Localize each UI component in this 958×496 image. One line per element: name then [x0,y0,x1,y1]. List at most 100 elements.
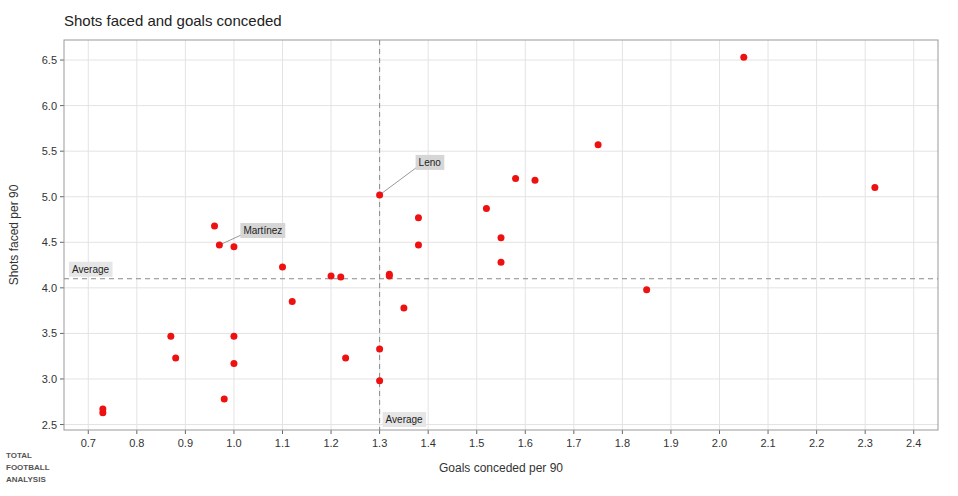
callout-connector [219,234,243,245]
x-grid-line [331,40,332,430]
x-tick [573,430,574,434]
x-tick [136,430,137,434]
x-tick-label: 1.3 [372,437,387,449]
callout-label: Martínez [243,225,282,236]
x-grid-line [816,40,817,430]
point [376,345,383,352]
point [740,54,747,61]
x-tick-label: 1.8 [615,437,630,449]
average-line-horizontal [64,278,938,279]
callout-label: Leno [419,157,442,168]
x-tick-label: 1.6 [518,437,533,449]
point [279,263,286,270]
point [167,333,174,340]
y-grid-line [64,424,938,425]
y-tick [60,333,64,334]
plot-area [64,40,938,430]
x-tick-label: 1.2 [323,437,338,449]
point [289,298,296,305]
y-tick [60,242,64,243]
points [99,54,878,416]
axes: 0.70.80.91.01.11.21.31.41.51.61.71.81.92… [42,54,922,449]
x-tick [913,430,914,434]
callout-label-group: Martínez [240,223,285,238]
point [595,141,602,148]
x-tick-label: 1.4 [421,437,436,449]
watermark: TOTAL FOOTBALL ANALYSIS [6,451,50,484]
x-tick [185,430,186,434]
x-grid-line [379,40,380,430]
x-grid-line [525,40,526,430]
y-tick-label: 2.5 [42,419,57,431]
x-tick [865,430,866,434]
y-tick-label: 3.5 [42,327,57,339]
point [415,214,422,221]
watermark-text: ANALYSIS [6,475,46,484]
x-tick [476,430,477,434]
point [376,377,383,384]
y-grid-line [64,242,938,243]
callout-label-group: Leno [416,155,445,170]
x-tick-label: 2.2 [809,437,824,449]
average-label-group: Average [383,412,427,427]
average-label-group: Average [69,262,113,277]
average-label: Average [72,264,110,275]
point [230,360,237,367]
x-grid-line [913,40,914,430]
point [498,234,505,241]
title: Shots faced and goals conceded [64,12,282,29]
x-tick-label: 1.0 [226,437,241,449]
x-grid-line [88,40,89,430]
x-grid-line [428,40,429,430]
x-tick [622,430,623,434]
y-grid-line [64,151,938,152]
point [376,191,383,198]
watermark-text: TOTAL [6,451,32,460]
x-tick [282,430,283,434]
x-grid-line [136,40,137,430]
y-grid-line [64,333,938,334]
x-tick [331,430,332,434]
x-tick-label: 2.4 [906,437,921,449]
x-tick [719,430,720,434]
point [211,222,218,229]
x-tick-label: 1.5 [469,437,484,449]
y-tick [60,151,64,152]
callout-label-box [240,223,285,238]
plot-frame [64,40,938,430]
average-line-vertical [379,40,380,430]
point [328,273,335,280]
y-tick [60,196,64,197]
y-axis-label: Shots faced per 90 [7,184,21,285]
average-label-box [69,262,113,277]
point [498,259,505,266]
x-tick-label: 1.7 [566,437,581,449]
x-tick [88,430,89,434]
x-grid-line [476,40,477,430]
x-tick-label: 0.8 [129,437,144,449]
watermark-text: FOOTBALL [6,463,50,472]
x-tick-label: 0.9 [178,437,193,449]
x-tick-label: 1.9 [663,437,678,449]
annotations: Average Average Leno Martínez [69,155,444,427]
y-grid-line [64,105,938,106]
point [512,175,519,182]
x-tick [816,430,817,434]
point [871,184,878,191]
point [643,286,650,293]
point [230,243,237,250]
x-tick-label: 2.3 [858,437,873,449]
x-tick-label: 2.1 [760,437,775,449]
y-tick-label: 5.0 [42,191,57,203]
x-grid-line [768,40,769,430]
y-tick-label: 4.0 [42,282,57,294]
x-grid-line [233,40,234,430]
point [172,355,179,362]
point [483,205,490,212]
y-tick-label: 4.5 [42,236,57,248]
point [230,333,237,340]
point [342,355,349,362]
point [415,242,422,249]
grid [64,40,938,430]
reference-lines [64,40,938,430]
